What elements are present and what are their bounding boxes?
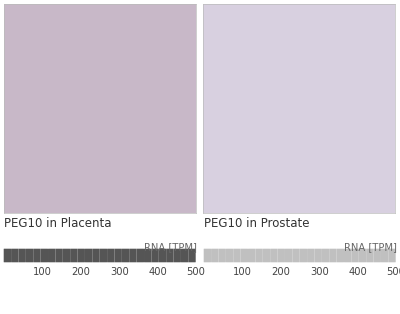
- FancyBboxPatch shape: [329, 249, 337, 262]
- FancyBboxPatch shape: [248, 249, 256, 262]
- FancyBboxPatch shape: [137, 249, 144, 262]
- FancyBboxPatch shape: [181, 249, 188, 262]
- FancyBboxPatch shape: [114, 249, 122, 262]
- FancyBboxPatch shape: [314, 249, 322, 262]
- FancyBboxPatch shape: [307, 249, 314, 262]
- FancyBboxPatch shape: [151, 249, 159, 262]
- FancyBboxPatch shape: [204, 249, 211, 262]
- FancyBboxPatch shape: [159, 249, 166, 262]
- FancyBboxPatch shape: [188, 249, 196, 262]
- FancyBboxPatch shape: [337, 249, 344, 262]
- FancyBboxPatch shape: [388, 249, 396, 262]
- Text: 300: 300: [110, 267, 128, 277]
- FancyBboxPatch shape: [78, 249, 85, 262]
- FancyBboxPatch shape: [26, 249, 33, 262]
- FancyBboxPatch shape: [129, 249, 137, 262]
- FancyBboxPatch shape: [374, 249, 381, 262]
- Text: PEG10 in Placenta: PEG10 in Placenta: [4, 217, 112, 230]
- FancyBboxPatch shape: [381, 249, 388, 262]
- FancyBboxPatch shape: [33, 249, 41, 262]
- FancyBboxPatch shape: [18, 249, 26, 262]
- FancyBboxPatch shape: [300, 249, 307, 262]
- FancyBboxPatch shape: [55, 249, 63, 262]
- Text: 400: 400: [148, 267, 167, 277]
- FancyBboxPatch shape: [122, 249, 129, 262]
- Text: 200: 200: [271, 267, 290, 277]
- FancyBboxPatch shape: [292, 249, 300, 262]
- Text: 100: 100: [233, 267, 252, 277]
- FancyBboxPatch shape: [70, 249, 78, 262]
- FancyBboxPatch shape: [100, 249, 107, 262]
- FancyBboxPatch shape: [241, 249, 248, 262]
- FancyBboxPatch shape: [48, 249, 56, 262]
- FancyBboxPatch shape: [226, 249, 233, 262]
- Text: RNA [TPM]: RNA [TPM]: [144, 242, 197, 252]
- FancyBboxPatch shape: [278, 249, 285, 262]
- Text: 300: 300: [310, 267, 328, 277]
- FancyBboxPatch shape: [285, 249, 292, 262]
- FancyBboxPatch shape: [211, 249, 218, 262]
- FancyBboxPatch shape: [218, 249, 226, 262]
- FancyBboxPatch shape: [270, 249, 278, 262]
- FancyBboxPatch shape: [233, 249, 241, 262]
- Text: PEG10 in Prostate: PEG10 in Prostate: [204, 217, 310, 230]
- FancyBboxPatch shape: [174, 249, 181, 262]
- FancyBboxPatch shape: [322, 249, 329, 262]
- FancyBboxPatch shape: [344, 249, 352, 262]
- FancyBboxPatch shape: [11, 249, 18, 262]
- Text: 500: 500: [186, 267, 206, 277]
- FancyBboxPatch shape: [107, 249, 114, 262]
- FancyBboxPatch shape: [359, 249, 366, 262]
- FancyBboxPatch shape: [41, 249, 48, 262]
- FancyBboxPatch shape: [92, 249, 100, 262]
- FancyBboxPatch shape: [85, 249, 92, 262]
- Text: RNA [TPM]: RNA [TPM]: [344, 242, 397, 252]
- FancyBboxPatch shape: [351, 249, 359, 262]
- FancyBboxPatch shape: [63, 249, 70, 262]
- FancyBboxPatch shape: [366, 249, 374, 262]
- Text: 100: 100: [33, 267, 52, 277]
- FancyBboxPatch shape: [263, 249, 270, 262]
- Text: 500: 500: [386, 267, 400, 277]
- Text: 400: 400: [348, 267, 367, 277]
- Text: 200: 200: [71, 267, 90, 277]
- FancyBboxPatch shape: [166, 249, 174, 262]
- FancyBboxPatch shape: [144, 249, 152, 262]
- FancyBboxPatch shape: [255, 249, 263, 262]
- FancyBboxPatch shape: [4, 249, 11, 262]
